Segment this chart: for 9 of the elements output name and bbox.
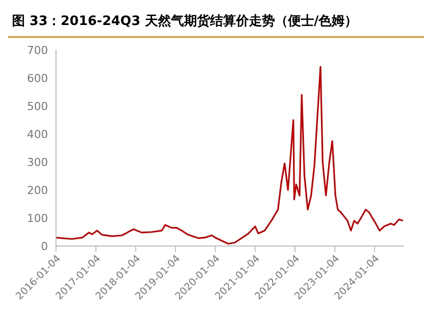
y-tick-label: 400 bbox=[27, 128, 48, 141]
chart-title: 图 33：2016-24Q3 天然气期货结算价走势（便士/色姆） bbox=[8, 8, 424, 38]
y-tick-label: 200 bbox=[27, 184, 48, 197]
y-tick-label: 600 bbox=[27, 72, 48, 85]
y-tick-label: 100 bbox=[27, 212, 48, 225]
y-tick-label: 500 bbox=[27, 100, 48, 113]
y-tick-label: 0 bbox=[41, 240, 48, 253]
y-tick-label: 700 bbox=[27, 44, 48, 57]
y-tick-label: 300 bbox=[27, 156, 48, 169]
